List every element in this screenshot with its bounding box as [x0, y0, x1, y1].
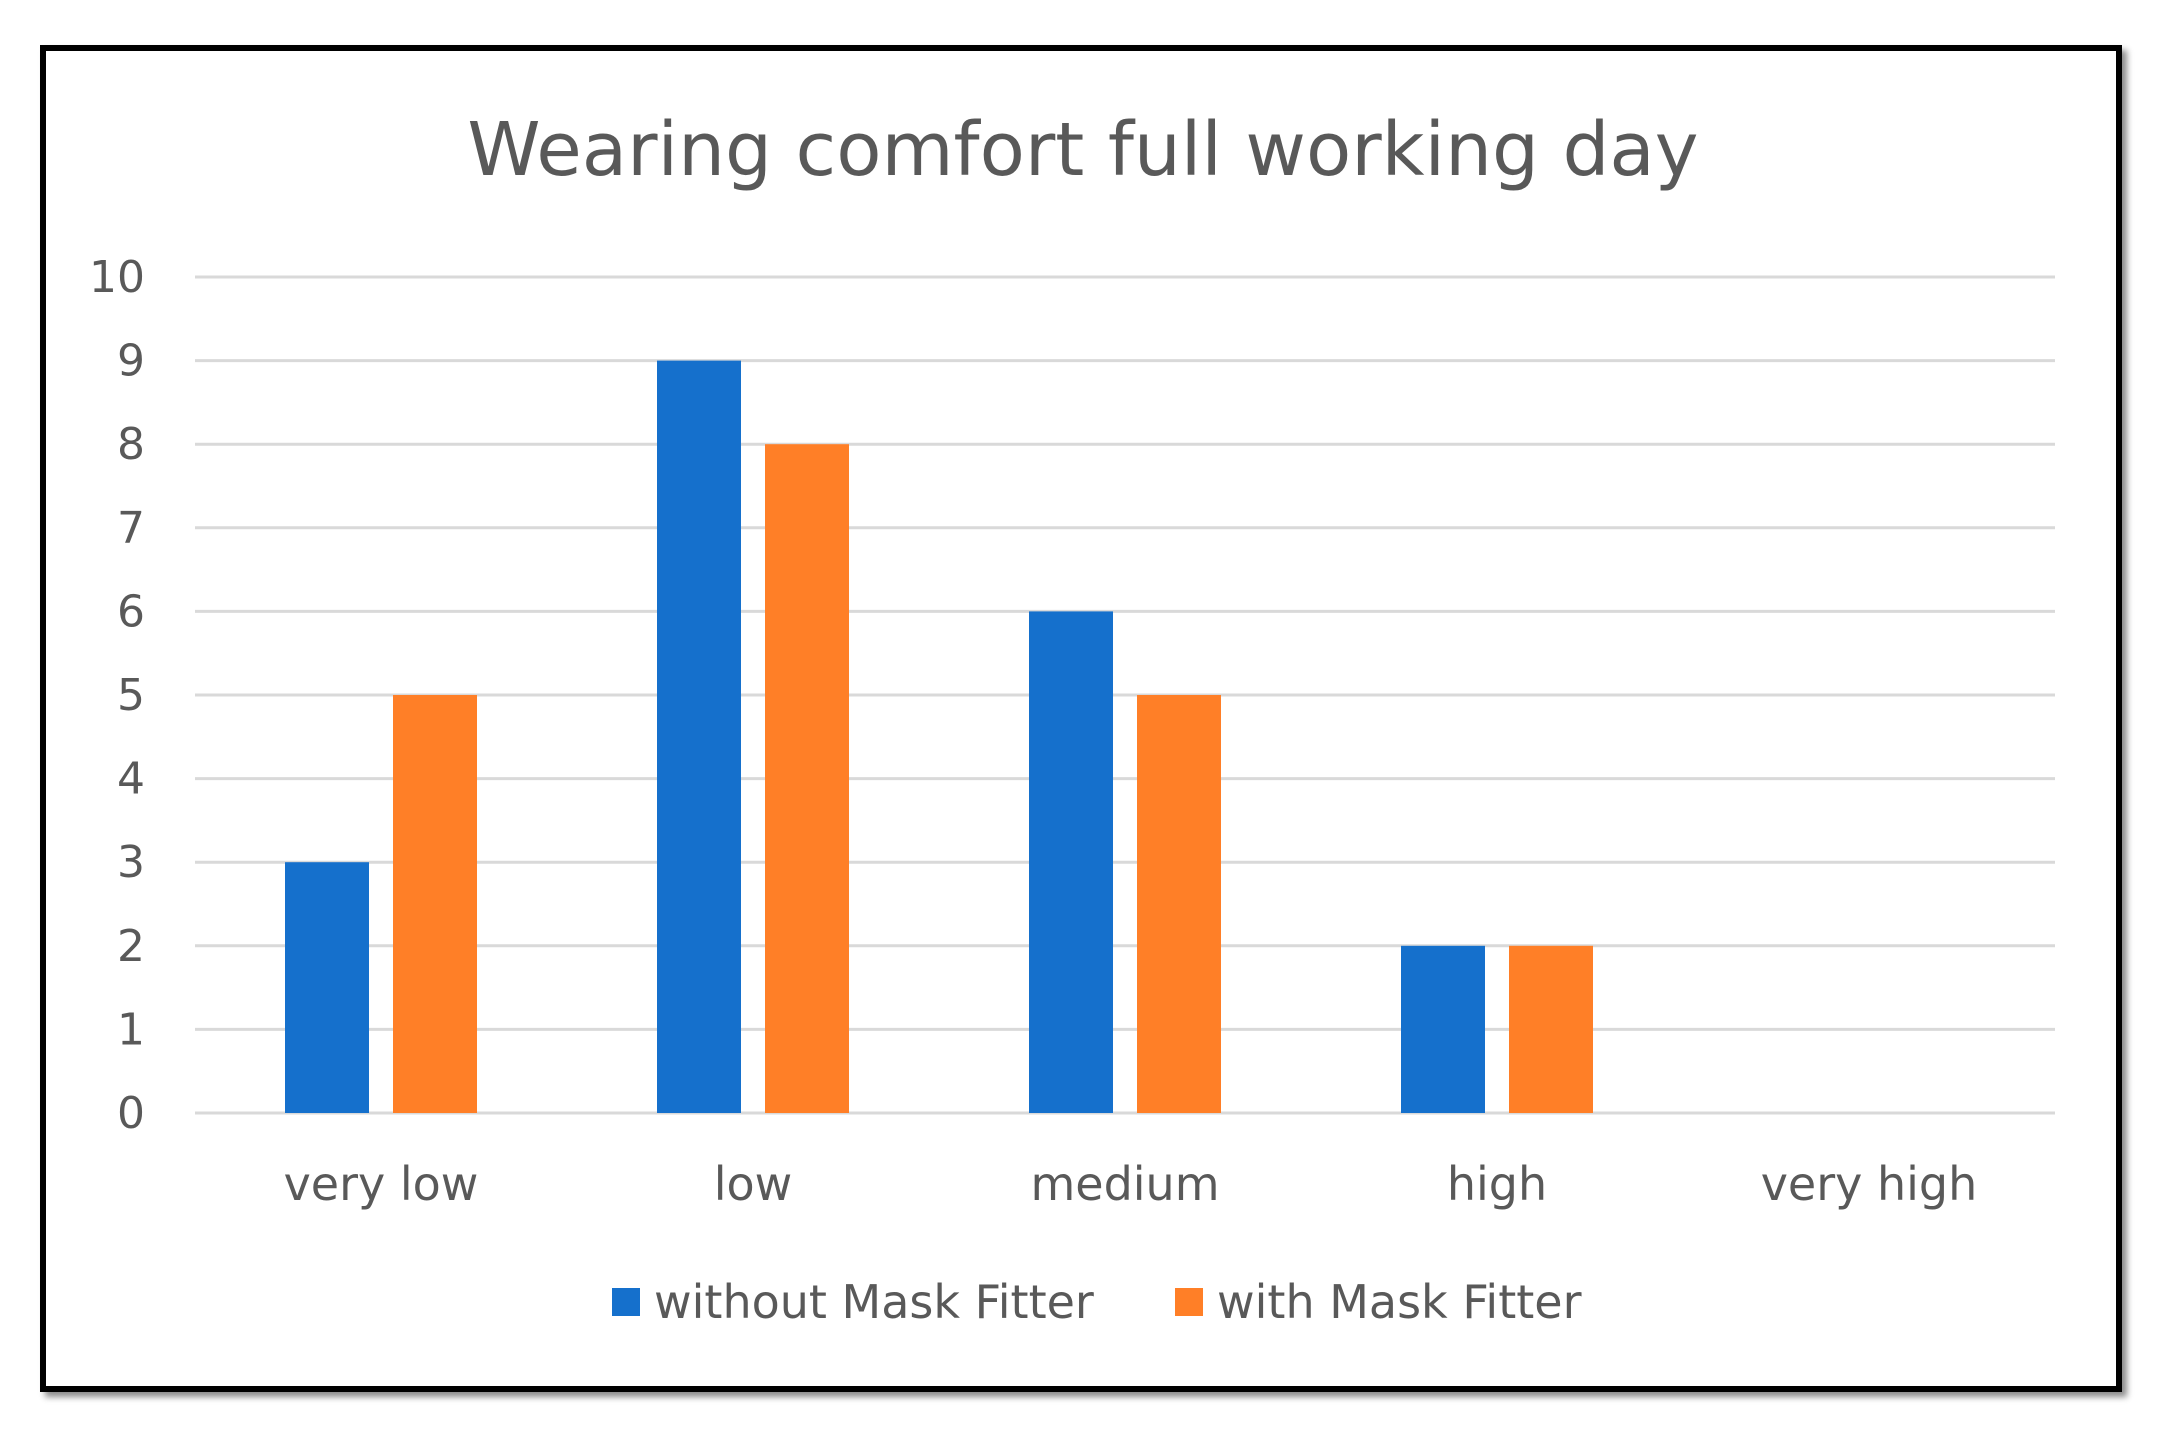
legend-label-0: without Mask Fitter — [654, 1275, 1094, 1329]
gridlines — [195, 275, 2055, 1115]
x-category-label-low: low — [714, 1157, 793, 1211]
y-tick-label-6: 6 — [117, 586, 145, 637]
y-tick-label-5: 5 — [117, 670, 145, 721]
bar-low-series-1 — [765, 444, 849, 1113]
y-tick-label-8: 8 — [117, 419, 145, 470]
bars — [285, 360, 1593, 1114]
bar-medium-series-1 — [1137, 695, 1221, 1113]
x-category-label-very-high: very high — [1761, 1157, 1978, 1211]
y-tick-label-3: 3 — [117, 837, 145, 888]
bar-medium-series-0 — [1029, 611, 1113, 1113]
legend-label-1: with Mask Fitter — [1217, 1275, 1582, 1329]
legend-swatch-0 — [612, 1288, 640, 1316]
x-category-label-medium: medium — [1030, 1157, 1219, 1211]
y-tick-label-7: 7 — [117, 503, 145, 554]
bar-very-low-series-0 — [285, 862, 369, 1113]
x-axis-category-labels: very low low medium high very high — [284, 1157, 1978, 1211]
legend-swatch-1 — [1175, 1288, 1203, 1316]
bar-high-series-0 — [1401, 945, 1485, 1113]
y-tick-label-2: 2 — [117, 921, 145, 972]
y-tick-label-9: 9 — [117, 336, 145, 387]
x-category-label-high: high — [1447, 1157, 1547, 1211]
chart-title: Wearing comfort full working day — [467, 107, 1698, 193]
y-tick-label-0: 0 — [117, 1088, 145, 1139]
y-tick-label-10: 10 — [89, 252, 145, 303]
legend: without Mask Fitter with Mask Fitter — [612, 1275, 1582, 1329]
bar-very-low-series-1 — [393, 695, 477, 1113]
bar-high-series-1 — [1509, 945, 1593, 1113]
bar-low-series-0 — [657, 360, 741, 1114]
x-category-label-very-low: very low — [284, 1157, 479, 1211]
y-tick-label-1: 1 — [117, 1004, 145, 1055]
y-tick-label-4: 4 — [117, 754, 145, 805]
y-axis-tick-labels: 0 1 2 3 4 5 6 7 8 9 10 — [89, 252, 145, 1139]
